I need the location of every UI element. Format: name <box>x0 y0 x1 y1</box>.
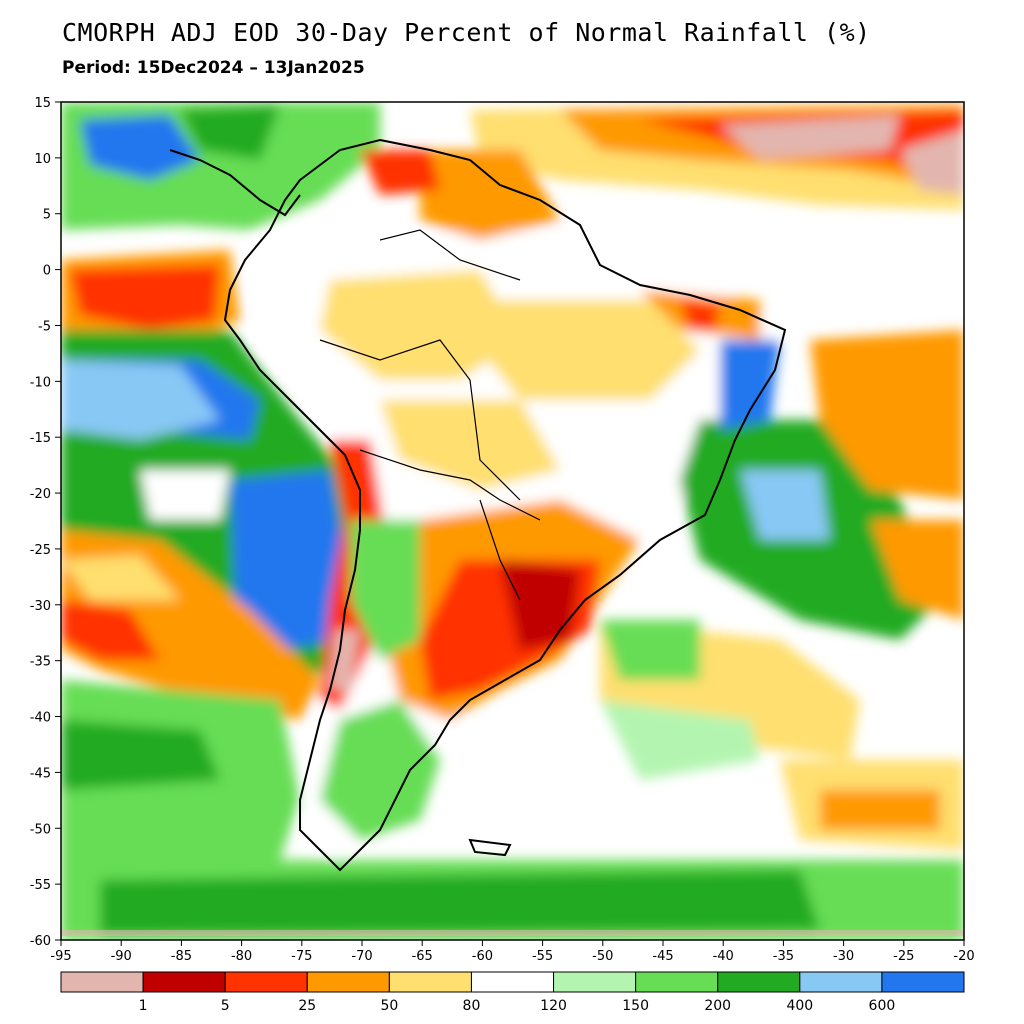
lat-tick-label: -25 <box>30 543 51 558</box>
lon-tick-label: -75 <box>291 949 312 964</box>
lat-tick-label: -60 <box>30 934 51 949</box>
coastlines <box>169 138 787 872</box>
lon-tick-label: -80 <box>231 949 252 964</box>
lon-tick-label: -50 <box>592 949 613 964</box>
color-legend: 1 5 25 50 80 120 150 200 400 600 <box>60 971 965 1014</box>
latitude-axis: 15 10 5 0 -5 -10 -15 -20 -25 -30 -35 -40 -45 -50 -55 -6… <box>30 96 61 949</box>
legend-label: 400 <box>786 998 813 1014</box>
lon-tick-label: -40 <box>713 949 734 964</box>
lat-tick-label: -35 <box>30 655 51 670</box>
legend-swatch <box>388 971 472 993</box>
lat-tick-label: 5 <box>43 208 51 223</box>
lat-tick-label: -45 <box>30 766 51 781</box>
lon-tick-label: -55 <box>532 949 553 964</box>
map-period: Period: 15Dec2024 – 13Jan2025 <box>62 58 365 78</box>
lon-tick-label: -35 <box>773 949 794 964</box>
legend-swatch <box>142 971 226 993</box>
lon-tick-label: -45 <box>652 949 673 964</box>
legend-label: 80 <box>463 998 481 1014</box>
lon-tick-label: -30 <box>833 949 854 964</box>
legend-swatch <box>635 971 719 993</box>
legend-label: 50 <box>380 998 398 1014</box>
lon-tick-label: -70 <box>351 949 372 964</box>
legend-label: 150 <box>622 998 649 1014</box>
legend-label: 1 <box>139 998 148 1014</box>
lat-tick-label: -10 <box>30 375 51 390</box>
lat-tick-label: 15 <box>34 96 51 111</box>
lat-tick-label: -20 <box>30 487 51 502</box>
lat-tick-label: -30 <box>30 599 51 614</box>
legend-label: 600 <box>869 998 896 1014</box>
legend-swatch <box>881 971 965 993</box>
lat-tick-label: 0 <box>43 264 51 279</box>
legend-label: 25 <box>298 998 316 1014</box>
legend-label: 120 <box>540 998 567 1014</box>
map-title: CMORPH ADJ EOD 30-Day Percent of Normal … <box>62 18 871 47</box>
lon-tick-label: -65 <box>412 949 433 964</box>
lon-tick-label: -95 <box>50 949 71 964</box>
legend-swatch <box>553 971 637 993</box>
lon-tick-label: -90 <box>111 949 132 964</box>
legend-label: 5 <box>221 998 230 1014</box>
lat-tick-label: -50 <box>30 822 51 837</box>
rainfall-field <box>61 102 964 940</box>
legend-swatch <box>799 971 883 993</box>
longitude-axis: -95 -90 -85 -80 -75 -70 -65 -60 -55 -50 -45 -40 -35 -… <box>50 940 975 964</box>
legend-swatch <box>470 971 555 993</box>
lat-tick-label: -15 <box>30 431 51 446</box>
legend-swatch <box>224 971 308 993</box>
lat-tick-label: -5 <box>38 319 51 334</box>
lon-tick-label: -20 <box>953 949 974 964</box>
lon-tick-label: -60 <box>472 949 493 964</box>
legend-swatch <box>60 971 144 993</box>
legend-swatch <box>306 971 390 993</box>
lat-tick-label: 10 <box>34 152 51 167</box>
legend-label: 200 <box>704 998 731 1014</box>
lon-tick-label: -85 <box>171 949 192 964</box>
lon-tick-label: -25 <box>893 949 914 964</box>
legend-swatch <box>717 971 801 993</box>
lat-tick-label: -40 <box>30 711 51 726</box>
country-borders <box>319 229 541 601</box>
lat-tick-label: -55 <box>30 878 51 893</box>
plot-frame <box>60 101 965 941</box>
